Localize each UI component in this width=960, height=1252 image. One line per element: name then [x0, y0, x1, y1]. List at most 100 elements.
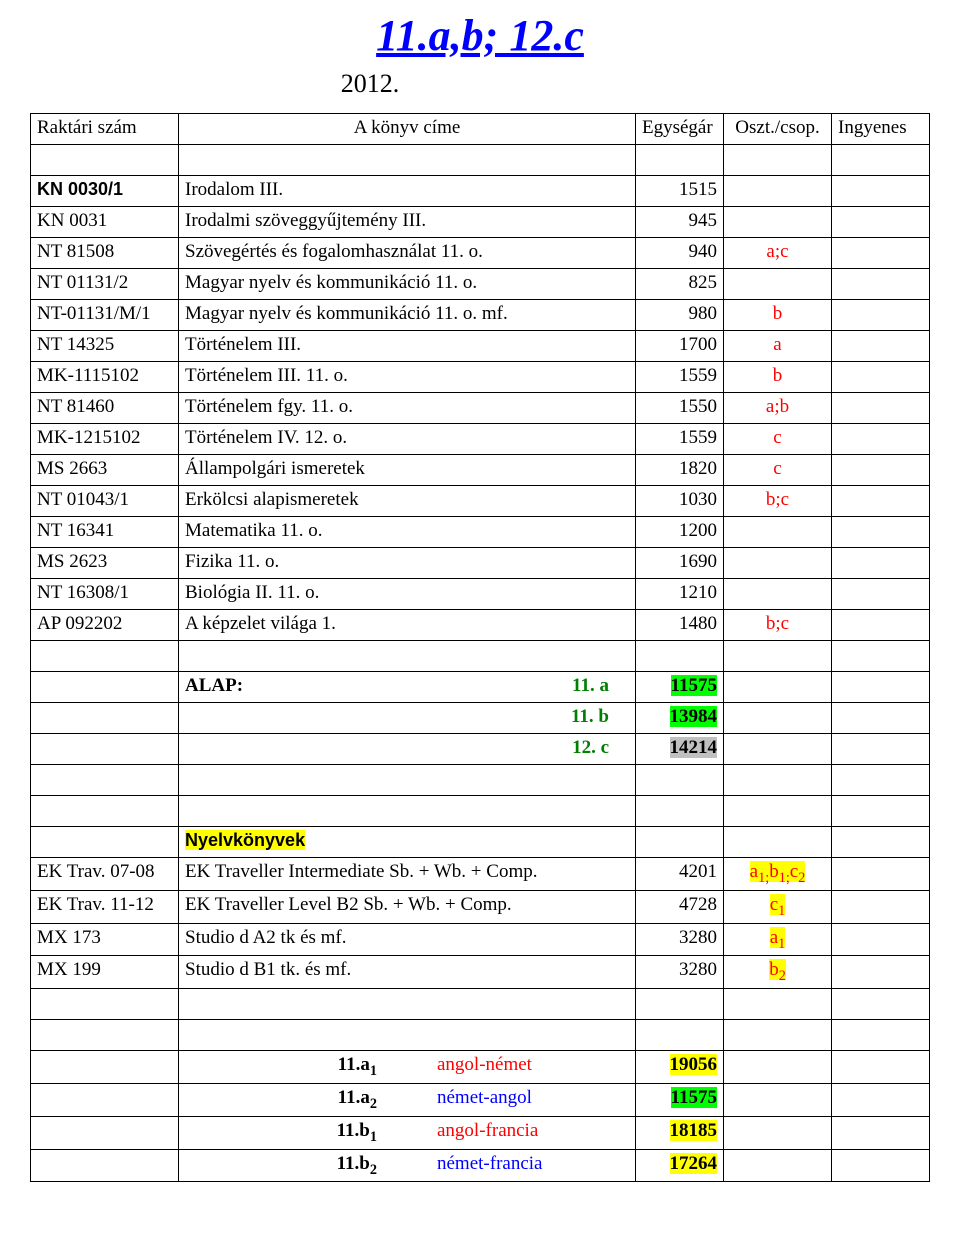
cell-group — [724, 269, 832, 300]
cell-title: Történelem IV. 12. o. — [179, 424, 636, 455]
cell-group: a1;b1;c2 — [724, 858, 832, 891]
cell-title: Studio d A2 tk és mf. — [179, 923, 636, 956]
cell-price: 3280 — [636, 923, 724, 956]
cell-price: 1820 — [636, 455, 724, 486]
cell-price: 1700 — [636, 331, 724, 362]
cell-code: MS 2663 — [31, 455, 179, 486]
cell-free — [832, 455, 930, 486]
cell-free — [832, 362, 930, 393]
nyelv-row: EK Trav. 07-08EK Traveller Intermediate … — [31, 858, 930, 891]
lang-val: 17264 — [636, 1149, 724, 1182]
table-row: MS 2663Állampolgári ismeretek1820c — [31, 455, 930, 486]
cell-code: AP 092202 — [31, 610, 179, 641]
year: 2012. — [30, 69, 930, 99]
page-title: 11.a,b; 12.c — [30, 10, 930, 61]
cell-title: Szövegértés és fogalomhasználat 11. o. — [179, 238, 636, 269]
header-code: Raktári szám — [31, 114, 179, 145]
lang-total-row: 11.a2német-angol11575 — [31, 1083, 930, 1116]
cell-title: Matematika 11. o. — [179, 517, 636, 548]
cell-title: Biológia II. 11. o. — [179, 579, 636, 610]
cell-free — [832, 517, 930, 548]
cell-code: NT 81460 — [31, 393, 179, 424]
lang-val: 19056 — [636, 1051, 724, 1084]
alap-cell: ALAP:11. a — [179, 672, 636, 703]
lang-val: 11575 — [636, 1083, 724, 1116]
cell-code: EK Trav. 11-12 — [31, 890, 179, 923]
cell-price: 1690 — [636, 548, 724, 579]
cell-price: 1559 — [636, 362, 724, 393]
lang-cell: 11.a1angol-német — [179, 1051, 636, 1084]
alap-val: 13984 — [636, 703, 724, 734]
cell-group: a — [724, 331, 832, 362]
header-title: A könyv címe — [179, 114, 636, 145]
cell-code: MX 199 — [31, 956, 179, 989]
table-row: NT 01043/1Erkölcsi alapismeretek1030b;c — [31, 486, 930, 517]
cell-code: MX 173 — [31, 923, 179, 956]
nyelv-label: Nyelvkönyvek — [185, 830, 305, 850]
cell-title: Irodalmi szöveggyűjtemény III. — [179, 207, 636, 238]
cell-code: EK Trav. 07-08 — [31, 858, 179, 891]
cell-price: 1559 — [636, 424, 724, 455]
header-price: Egységár — [636, 114, 724, 145]
cell-free — [832, 486, 930, 517]
table-row: KN 0031Irodalmi szöveggyűjtemény III.945 — [31, 207, 930, 238]
cell-price: 1515 — [636, 176, 724, 207]
lang-cell: 11.b2német-francia — [179, 1149, 636, 1182]
cell-group: b — [724, 300, 832, 331]
table-row: NT 16341Matematika 11. o.1200 — [31, 517, 930, 548]
cell-title: Történelem III. 11. o. — [179, 362, 636, 393]
cell-free — [832, 176, 930, 207]
header-group: Oszt./csop. — [724, 114, 832, 145]
lang-total-row: 11.b2német-francia17264 — [31, 1149, 930, 1182]
cell-price: 1030 — [636, 486, 724, 517]
cell-group: a1 — [724, 923, 832, 956]
cell-code: NT 14325 — [31, 331, 179, 362]
cell-group — [724, 176, 832, 207]
cell-free — [832, 269, 930, 300]
lang-total-row: 11.b1angol-francia18185 — [31, 1116, 930, 1149]
cell-group: a;c — [724, 238, 832, 269]
cell-group — [724, 579, 832, 610]
table-row: NT 81508Szövegértés és fogalomhasználat … — [31, 238, 930, 269]
cell-price: 1200 — [636, 517, 724, 548]
cell-code: KN 0031 — [31, 207, 179, 238]
cell-title: Állampolgári ismeretek — [179, 455, 636, 486]
cell-title: A képzelet világa 1. — [179, 610, 636, 641]
cell-title: Magyar nyelv és kommunikáció 11. o. — [179, 269, 636, 300]
cell-price: 1210 — [636, 579, 724, 610]
cell-free — [832, 610, 930, 641]
lang-cell: 11.b1angol-francia — [179, 1116, 636, 1149]
lang-cell: 11.a2német-angol — [179, 1083, 636, 1116]
book-table: Raktári szám A könyv címe Egységár Oszt.… — [30, 113, 930, 1182]
alap-val: 11575 — [636, 672, 724, 703]
cell-title: Irodalom III. — [179, 176, 636, 207]
cell-free — [832, 331, 930, 362]
table-row: AP 092202A képzelet világa 1.1480b;c — [31, 610, 930, 641]
alap-cell: 12. c — [179, 734, 636, 765]
header-free: Ingyenes — [832, 114, 930, 145]
table-row: NT 16308/1Biológia II. 11. o.1210 — [31, 579, 930, 610]
cell-title: Erkölcsi alapismeretek — [179, 486, 636, 517]
cell-price: 945 — [636, 207, 724, 238]
cell-code: MS 2623 — [31, 548, 179, 579]
cell-group: b2 — [724, 956, 832, 989]
table-row: NT 01131/2Magyar nyelv és kommunikáció 1… — [31, 269, 930, 300]
nyelv-row: MX 199Studio d B1 tk. és mf.3280b2 — [31, 956, 930, 989]
table-row: MK-1115102Történelem III. 11. o.1559b — [31, 362, 930, 393]
cell-price: 4201 — [636, 858, 724, 891]
cell-title: Történelem fgy. 11. o. — [179, 393, 636, 424]
cell-free — [832, 424, 930, 455]
cell-price: 825 — [636, 269, 724, 300]
cell-group: a;b — [724, 393, 832, 424]
cell-title: EK Traveller Level B2 Sb. + Wb. + Comp. — [179, 890, 636, 923]
cell-code: MK-1215102 — [31, 424, 179, 455]
lang-total-row: 11.a1angol-német19056 — [31, 1051, 930, 1084]
nyelv-header-row: Nyelvkönyvek — [31, 827, 930, 858]
cell-group: b — [724, 362, 832, 393]
alap-cell: 11. b — [179, 703, 636, 734]
table-row: MS 2623Fizika 11. o.1690 — [31, 548, 930, 579]
cell-code: KN 0030/1 — [31, 176, 179, 207]
table-row: NT 14325Történelem III.1700a — [31, 331, 930, 362]
cell-group: c — [724, 424, 832, 455]
header-row: Raktári szám A könyv címe Egységár Oszt.… — [31, 114, 930, 145]
